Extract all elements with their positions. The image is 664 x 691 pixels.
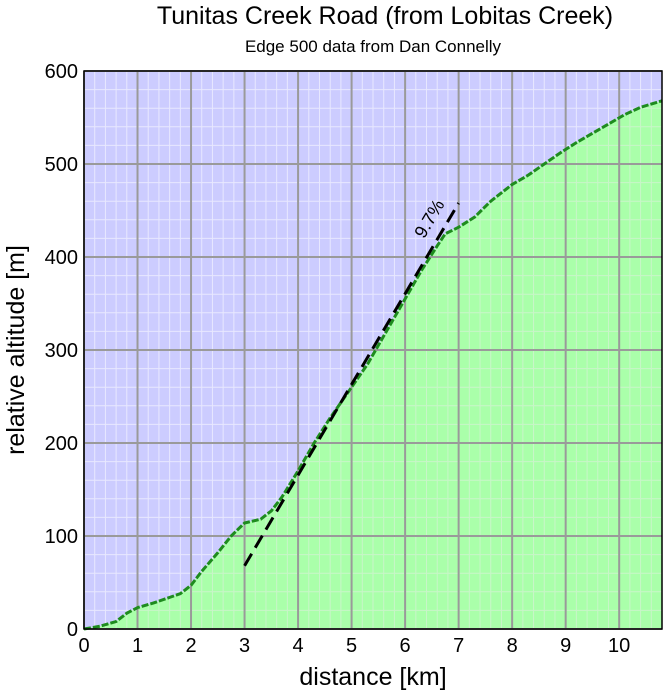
x-axis-ticks: 0 1 2 3 4 5 6 7 8 9 10 bbox=[78, 635, 630, 657]
y-tick-label: 300 bbox=[45, 340, 78, 362]
x-tick-label: 7 bbox=[453, 635, 464, 657]
x-tick-label: 5 bbox=[346, 635, 357, 657]
y-tick-label: 600 bbox=[45, 61, 78, 83]
plot-frame bbox=[83, 70, 663, 630]
x-tick-label: 1 bbox=[132, 635, 143, 657]
x-tick-label: 10 bbox=[608, 635, 630, 657]
x-tick-label: 8 bbox=[507, 635, 518, 657]
x-tick-label: 6 bbox=[400, 635, 411, 657]
chart-title: Tunitas Creek Road (from Lobitas Creek) bbox=[157, 2, 613, 30]
plot-area: 9.7% bbox=[83, 70, 663, 631]
x-tick-label: 4 bbox=[293, 635, 304, 657]
y-tick-label: 100 bbox=[45, 526, 78, 548]
y-axis-label: relative altitude [m] bbox=[2, 245, 30, 455]
x-tick-label: 3 bbox=[239, 635, 250, 657]
grade-fit-line bbox=[243, 202, 460, 567]
chart-subtitle: Edge 500 data from Dan Connelly bbox=[245, 37, 502, 56]
x-axis-label: distance [km] bbox=[299, 663, 446, 691]
x-tick-label: 2 bbox=[185, 635, 196, 657]
y-tick-label: 500 bbox=[45, 154, 78, 176]
x-tick-label: 0 bbox=[78, 635, 89, 657]
x-tick-label: 9 bbox=[560, 635, 571, 657]
y-tick-label: 400 bbox=[45, 247, 78, 269]
profile-line bbox=[83, 99, 663, 631]
y-tick-label: 200 bbox=[45, 433, 78, 455]
y-axis-ticks: 0 100 200 300 400 500 600 bbox=[45, 61, 78, 641]
y-tick-label: 0 bbox=[67, 619, 78, 641]
